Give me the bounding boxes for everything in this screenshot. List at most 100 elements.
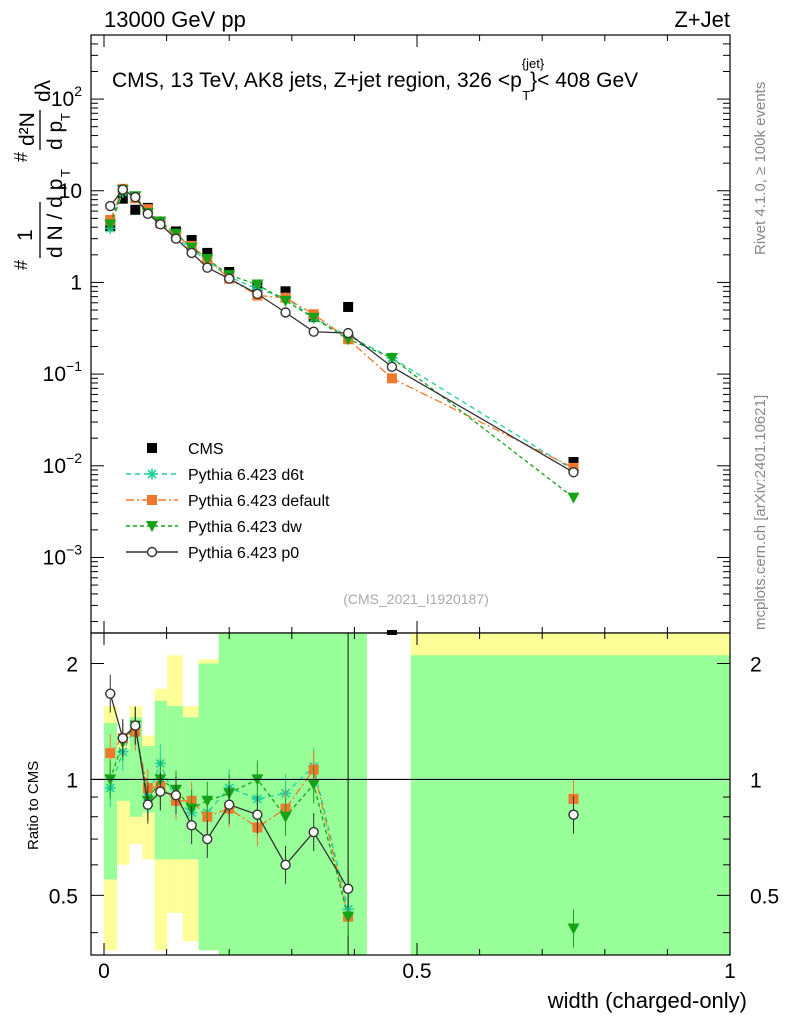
ratio-point — [117, 732, 128, 744]
ratio-point — [202, 833, 213, 845]
legend-marker — [146, 546, 158, 558]
data-point — [343, 301, 354, 312]
analysis-watermark: (CMS_2021_I1920187) — [343, 591, 489, 607]
ratio-x-tick-label: 0 — [98, 960, 110, 983]
mcplots-credit-text: mcplots.cern.ch [arXiv:2401.10621] — [752, 395, 769, 630]
ratio-y-tick-label-left: 1 — [66, 769, 78, 792]
y-label-dlambda: dλ — [32, 79, 55, 102]
ratio-y-tick-label-right: 1 — [750, 769, 762, 792]
data-point — [280, 307, 291, 318]
ratio-point — [567, 923, 580, 935]
ratio-point — [170, 789, 182, 801]
y-tick-label: 102 — [51, 83, 82, 111]
legend-marker — [146, 521, 158, 532]
ratio-panel-axes: 0.5 0.5 1 1 2 2 0 0.5 1 — [49, 633, 779, 983]
ratio-point — [130, 720, 141, 731]
y-tick-label: 10−1 — [43, 358, 83, 386]
data-point — [386, 373, 397, 384]
ratio-point — [105, 748, 116, 759]
ratio-panel-series — [104, 630, 580, 955]
legend-label: Pythia 6.423 d6t — [188, 467, 304, 484]
data-point — [130, 204, 141, 215]
data-point — [186, 247, 197, 259]
data-point — [251, 279, 264, 291]
data-point — [202, 247, 213, 258]
data-point — [202, 262, 213, 273]
y-tick-label: 1 — [70, 271, 82, 294]
main-panel-series — [104, 183, 580, 504]
ratio-point — [342, 883, 354, 894]
series-pythia-6-423-p0 — [105, 184, 579, 478]
series-pythia-6-423-dw — [104, 184, 580, 504]
y-label-d2n: d²N — [16, 112, 39, 146]
header-left: 13000 GeV pp — [104, 7, 246, 32]
uncertainty-band-stat — [129, 717, 143, 817]
data-point — [252, 288, 263, 300]
ratio-panel-bands — [104, 633, 730, 955]
data-point — [280, 286, 291, 297]
data-point — [386, 361, 398, 373]
data-point — [567, 492, 580, 504]
ratio-point — [308, 826, 319, 838]
ratio-point — [342, 911, 355, 923]
legend-marker — [147, 495, 157, 505]
rivet-version-text: Rivet 4.1.0, ≥ 100k events — [752, 82, 769, 255]
data-point — [142, 208, 154, 220]
ratio-point — [279, 811, 292, 823]
uncertainty-band-stat — [167, 706, 183, 860]
legend-marker — [147, 443, 157, 453]
ratio-point — [155, 786, 166, 797]
ratio-x-tick-label: 1 — [724, 960, 736, 983]
main-y-label: # 1 d N / d p T # d²N d p T dλ — [11, 79, 73, 270]
data-point — [307, 312, 320, 324]
ratio-y-tick-label-left: 2 — [66, 653, 78, 676]
y-tick-label: 10 — [59, 180, 82, 203]
data-point — [385, 352, 398, 364]
y-label-t1: T — [58, 169, 73, 177]
ratio-x-tick-label: 0.5 — [402, 960, 431, 983]
data-point — [104, 219, 117, 231]
uncertainty-band-stat — [182, 717, 199, 860]
legend: CMS Pythia 6.423 d6t Pythia 6.423 default P… — [126, 441, 330, 562]
ratio-point — [142, 799, 154, 810]
legend-label: CMS — [188, 441, 224, 458]
y-tick-label: 10−3 — [43, 541, 83, 569]
data-point — [105, 200, 116, 212]
legend-label: Pythia 6.423 p0 — [188, 545, 299, 562]
uncertainty-band-stat — [410, 655, 730, 955]
legend-marker — [146, 468, 158, 480]
y-label-dn: d N / d p — [44, 179, 67, 258]
data-point — [342, 327, 354, 339]
ratio-y-tick-label-right: 2 — [750, 653, 762, 676]
data-point — [279, 295, 292, 307]
ratio-point — [223, 799, 235, 810]
main-title: CMS, 13 TeV, AK8 jets, Z+jet region, 326… — [112, 56, 638, 103]
y-tick-label: 10−2 — [43, 450, 83, 478]
data-point — [170, 233, 182, 244]
ratio-y-tick-label-left: 0.5 — [49, 885, 78, 908]
data-point — [568, 456, 579, 467]
ratio-point — [252, 809, 263, 820]
data-point — [186, 235, 197, 246]
data-point — [201, 254, 214, 266]
header-right: Z+Jet — [674, 7, 730, 32]
data-point — [223, 273, 235, 284]
ratio-point — [186, 820, 197, 831]
y-label-dp: d p — [44, 121, 67, 150]
uncertainty-band-stat — [117, 748, 130, 801]
ratio-point — [280, 859, 291, 871]
main-panel-frame — [90, 34, 731, 634]
data-point — [130, 192, 141, 203]
ratio-point — [307, 779, 320, 791]
main-panel-axes: 102 10 1 10−1 10−2 10−3 — [43, 34, 731, 633]
data-point — [117, 193, 128, 204]
ratio-point — [568, 809, 579, 820]
data-point — [117, 184, 128, 195]
y-label-hash1: # — [11, 260, 31, 270]
y-label-hash2: # — [11, 152, 31, 162]
legend-label: Pythia 6.423 dw — [188, 519, 302, 536]
ratio-y-label: Ratio to CMS — [25, 761, 42, 850]
data-point — [568, 467, 579, 478]
ratio-panel-frame — [90, 632, 731, 956]
